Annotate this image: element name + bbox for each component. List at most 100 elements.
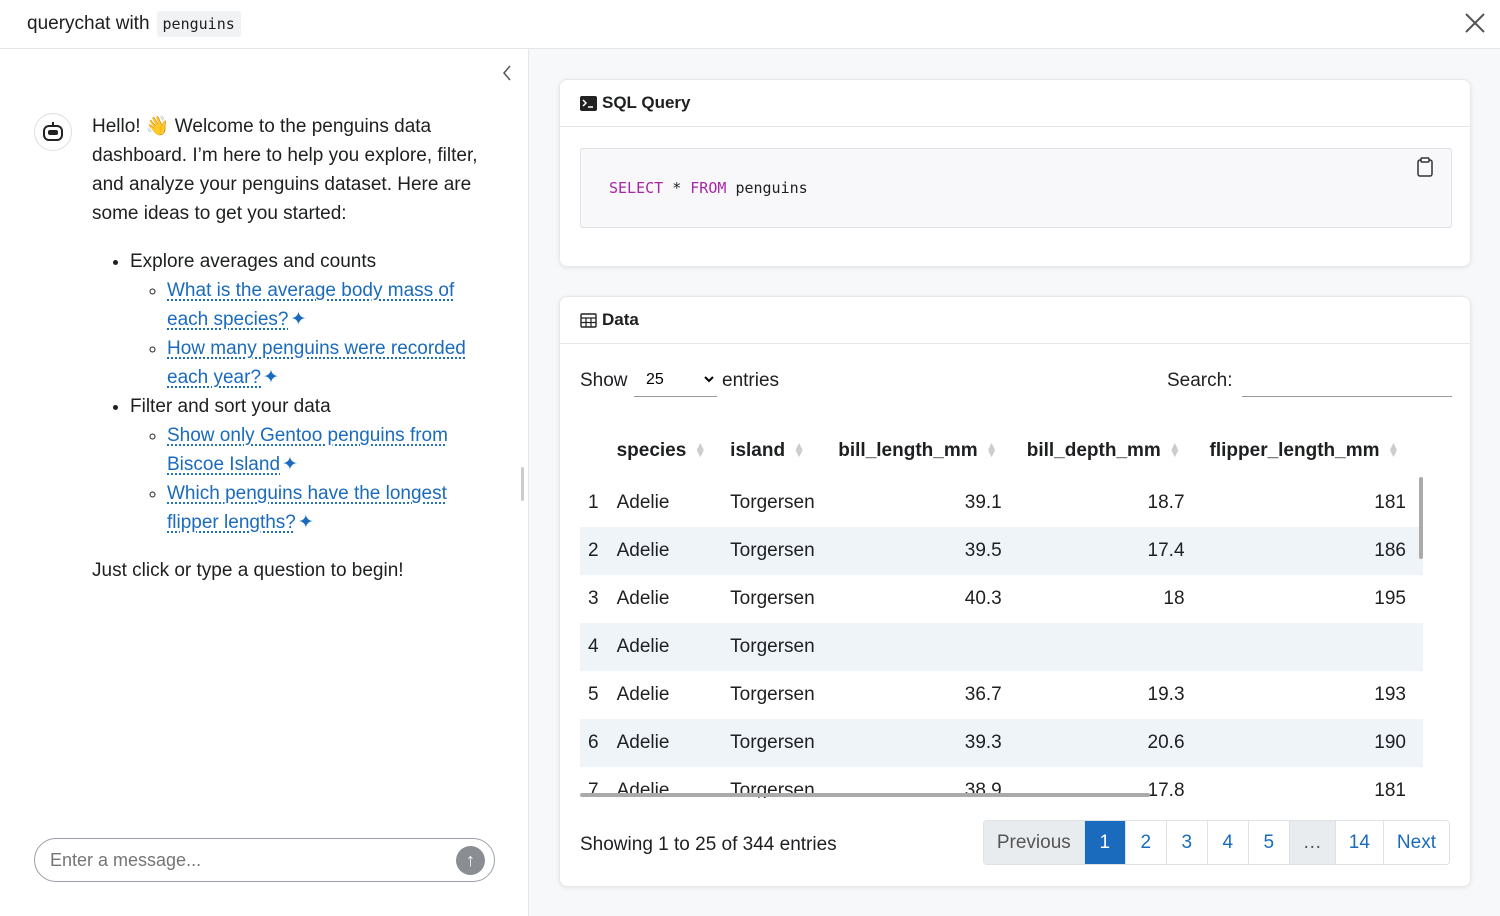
send-button[interactable]: ↑	[456, 846, 485, 875]
suggestion-item: What is the average body mass of each sp…	[167, 276, 492, 334]
table-cell: 36.7	[964, 684, 1002, 705]
collapse-button[interactable]	[495, 63, 517, 85]
show-label: Show	[580, 370, 628, 391]
sort-icon: ▲ ▼	[1168, 439, 1181, 461]
column-name: bill_length_mm	[838, 439, 978, 461]
suggestion-sublist: What is the average body mass of each sp…	[130, 276, 492, 392]
page-button[interactable]: …	[1288, 821, 1335, 864]
suggestion-link[interactable]: Which penguins have the longest flipper …	[167, 483, 447, 533]
table-cell: 181	[1374, 780, 1406, 798]
table-cell: 195	[1374, 588, 1406, 609]
table-row: 1 Adelie Torgersen 39.1 18.7 181	[580, 479, 1423, 527]
table-cell: Torgersen	[730, 732, 815, 753]
column-header[interactable]: species ▲ ▼	[609, 422, 723, 479]
sql-keyword: SELECT	[609, 179, 664, 197]
page-button[interactable]: 3	[1165, 821, 1207, 864]
table-cell: 17.8	[1147, 780, 1185, 798]
table-cell	[1202, 623, 1423, 671]
page-button[interactable]: Previous	[983, 821, 1084, 864]
table-row: 5 Adelie Torgersen 36.7 19.3 193	[580, 671, 1423, 719]
page-button[interactable]: 5	[1247, 821, 1289, 864]
table-cell: Adelie	[616, 540, 670, 561]
column-header[interactable]: bill_length_mm ▲ ▼	[830, 422, 1018, 479]
card-title: SQL Query	[602, 93, 691, 112]
column-header[interactable]: island ▲ ▼	[722, 422, 830, 479]
table-cell: Adelie	[616, 732, 670, 753]
page-button[interactable]: Next	[1382, 821, 1449, 864]
message-input[interactable]	[34, 838, 495, 882]
table-cell: 4	[588, 636, 599, 657]
suggestion-list: Explore averages and counts What is the a…	[90, 247, 492, 537]
sql-table: penguins	[735, 179, 808, 197]
sql-card: SQL Query SELECT * FROM penguins	[559, 79, 1471, 267]
table-cell: 18.7	[1147, 492, 1185, 513]
table-cell: 6	[588, 732, 599, 753]
suggestion-link[interactable]: Show only Gentoo penguins from Biscoe Is…	[167, 425, 448, 475]
table-cell: Torgersen	[730, 684, 815, 705]
suggestion-link[interactable]: What is the average body mass of each sp…	[167, 280, 454, 330]
copy-button[interactable]	[1415, 157, 1435, 179]
column-header	[580, 422, 609, 479]
pagination: Previous 1 2 3 4 5… 14 Next	[982, 820, 1450, 865]
table-cell: 20.6	[1147, 732, 1185, 753]
sort-icon: ▲ ▼	[694, 439, 707, 461]
dataset-name: penguins	[156, 11, 241, 37]
table-row: 6 Adelie Torgersen 39.3 20.6 190	[580, 719, 1423, 767]
table-cell: 2	[588, 540, 599, 561]
suggestion-group: Explore averages and counts What is the a…	[130, 247, 492, 392]
table-cell: Torgersen	[730, 636, 815, 657]
data-card: Data Show 25 entries Search: species ▲ ▼ is…	[559, 296, 1471, 887]
sql-code: SELECT * FROM penguins	[580, 148, 1452, 228]
column-header[interactable]: bill_depth_mm ▲ ▼	[1019, 422, 1202, 479]
greeting: Hello! 👋 Welcome to the penguins data da…	[92, 116, 478, 224]
table-cell: 190	[1374, 732, 1406, 753]
table-cell: Adelie	[616, 684, 670, 705]
table-scroll: species ▲ ▼ island ▲ ▼ bill_length_mm ▲ ▼ bill_de…	[580, 422, 1423, 798]
page-button[interactable]: 1	[1083, 821, 1125, 864]
table-cell: 39.1	[964, 492, 1002, 513]
sql-columns: *	[672, 179, 682, 197]
table-cell: Torgersen	[730, 492, 815, 513]
table-cell: 193	[1374, 684, 1406, 705]
table-cell: Torgersen	[730, 540, 815, 561]
suggestion-group: Filter and sort your data Show only Gento…	[130, 392, 492, 537]
table-cell: 19.3	[1147, 684, 1185, 705]
table-row: 4 Adelie Torgersen	[580, 623, 1423, 671]
sidebar: Hello! 👋 Welcome to the penguins data da…	[0, 49, 529, 916]
table-cell: 40.3	[964, 588, 1002, 609]
page-button[interactable]: 14	[1334, 821, 1383, 864]
resize-handle[interactable]	[521, 467, 524, 501]
table-cell: 1	[588, 492, 599, 513]
page-length-select[interactable]: 25	[634, 362, 717, 397]
table-cell: Adelie	[616, 588, 670, 609]
suggestion-link[interactable]: How many penguins were recorded each yea…	[167, 338, 466, 388]
column-name: island	[730, 439, 786, 461]
table-cell: 5	[588, 684, 599, 705]
closing-text: Just click or type a question to begin!	[92, 560, 404, 581]
close-button[interactable]	[1458, 8, 1490, 40]
suggestion-sublist: Show only Gentoo penguins from Biscoe Is…	[130, 421, 492, 537]
table-cell	[830, 623, 1018, 671]
search-input[interactable]	[1242, 362, 1452, 397]
header: querychat with penguins	[0, 0, 1500, 49]
column-header[interactable]: flipper_length_mm ▲ ▼	[1202, 422, 1423, 479]
table-cell: Adelie	[616, 636, 670, 657]
scrollbar[interactable]	[1419, 477, 1423, 559]
suggestion-item: How many penguins were recorded each yea…	[167, 334, 492, 392]
column-name: bill_depth_mm	[1026, 439, 1161, 461]
table-cell: 181	[1374, 492, 1406, 513]
card-header: SQL Query	[560, 80, 1470, 127]
card-header: Data	[560, 297, 1470, 344]
page-button[interactable]: 4	[1206, 821, 1248, 864]
table-row: 3 Adelie Torgersen 40.3 18 195	[580, 575, 1423, 623]
suggestion-item: Which penguins have the longest flipper …	[167, 479, 492, 537]
entries-label: entries	[722, 370, 780, 391]
sort-icon: ▲ ▼	[793, 439, 805, 461]
table-row: 2 Adelie Torgersen 39.5 17.4 186	[580, 527, 1423, 575]
scrollbar[interactable]	[580, 793, 1150, 797]
table-cell: 18	[1163, 588, 1185, 609]
page-button[interactable]: 2	[1124, 821, 1166, 864]
sort-icon: ▲ ▼	[985, 439, 998, 461]
table-cell: Torgersen	[730, 588, 815, 609]
